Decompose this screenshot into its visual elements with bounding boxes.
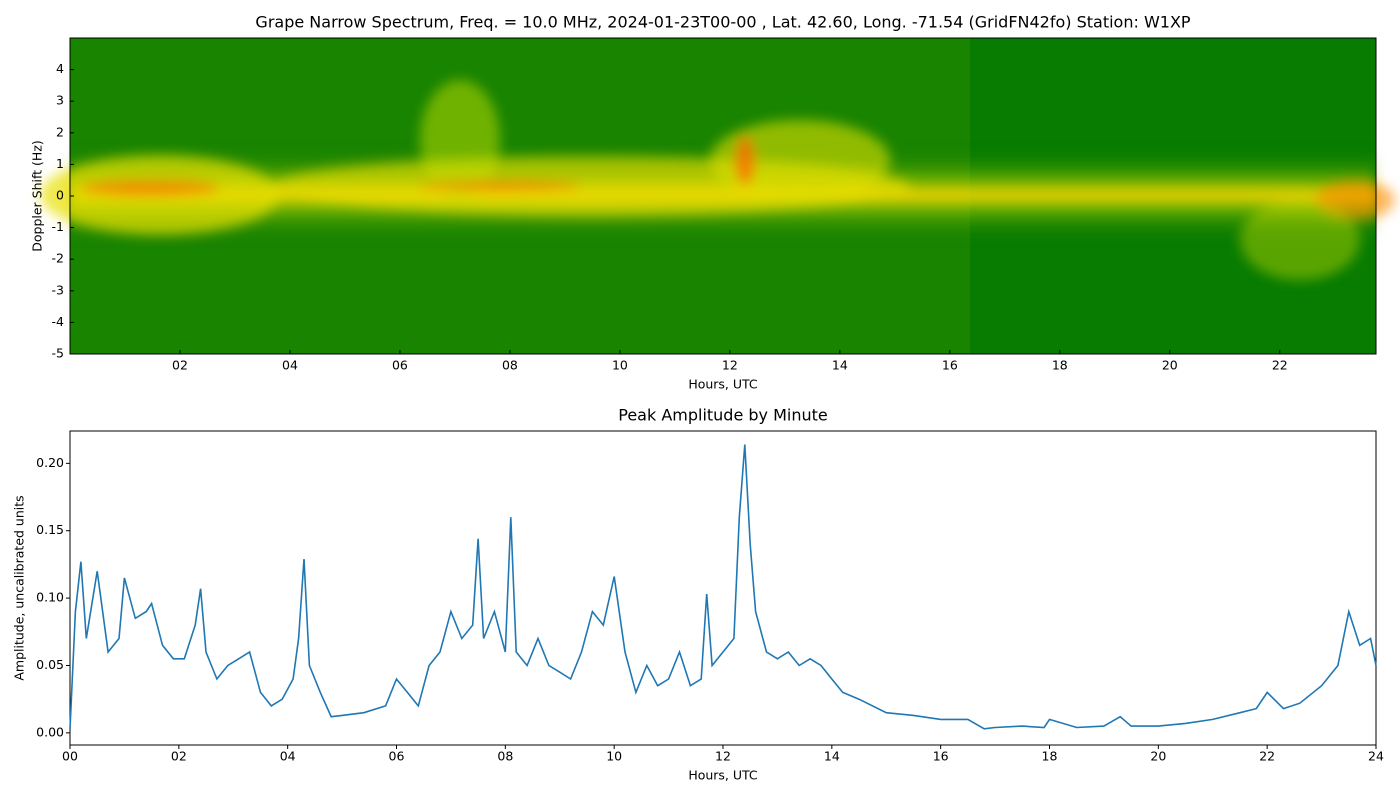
x-tick-label: 12 <box>722 358 738 373</box>
x-tick-label: 18 <box>1042 749 1058 764</box>
chart-title: Grape Narrow Spectrum, Freq. = 10.0 MHz,… <box>255 13 1191 32</box>
x-tick-label: 14 <box>832 358 848 373</box>
y-tick-label: -2 <box>52 251 64 266</box>
x-axis-label: Hours, UTC <box>688 768 758 783</box>
y-tick-label: 2 <box>56 124 64 139</box>
x-tick-label: 22 <box>1259 749 1275 764</box>
x-tick-label: 08 <box>502 358 518 373</box>
y-tick-label: 1 <box>56 156 64 171</box>
y-axis-label: Doppler Shift (Hz) <box>30 140 45 252</box>
y-tick-label: -4 <box>52 314 65 329</box>
x-tick-label: 18 <box>1052 358 1068 373</box>
y-tick-label: -3 <box>52 282 64 297</box>
x-tick-label: 08 <box>497 749 513 764</box>
y-tick-label: 0 <box>56 188 64 203</box>
x-tick-label: 20 <box>1150 749 1166 764</box>
x-tick-label: 04 <box>280 749 296 764</box>
y-tick-label: 3 <box>56 93 64 108</box>
x-tick-label: 20 <box>1162 358 1178 373</box>
amplitude-line <box>69 444 1377 730</box>
spectrogram-image <box>40 38 1395 354</box>
x-tick-label: 16 <box>942 358 958 373</box>
x-tick-label: 10 <box>612 358 628 373</box>
y-tick-label: -1 <box>52 219 64 234</box>
x-tick-label: 02 <box>172 358 188 373</box>
x-tick-label: 14 <box>824 749 840 764</box>
y-tick-label: 0.05 <box>36 657 64 672</box>
x-axis-label: Hours, UTC <box>688 377 758 392</box>
y-axis-label: Amplitude, uncalibrated units <box>12 495 27 680</box>
y-tick-label: 0.00 <box>36 724 64 739</box>
x-tick-label: 12 <box>715 749 731 764</box>
y-tick-label: 0.10 <box>36 590 64 605</box>
y-tick-label: 4 <box>56 61 64 76</box>
x-tick-label: 22 <box>1272 358 1288 373</box>
chart-title: Peak Amplitude by Minute <box>618 406 828 425</box>
y-tick-label: 0.20 <box>36 455 64 470</box>
x-tick-label: 06 <box>392 358 408 373</box>
x-tick-label: 10 <box>606 749 622 764</box>
x-tick-label: 16 <box>933 749 949 764</box>
x-tick-label: 02 <box>171 749 187 764</box>
y-tick-label: -5 <box>52 346 64 361</box>
x-tick-label: 06 <box>389 749 405 764</box>
x-tick-label: 04 <box>282 358 298 373</box>
y-tick-label: 0.15 <box>36 522 64 537</box>
x-tick-label: 00 <box>62 749 78 764</box>
x-tick-label: 24 <box>1368 749 1384 764</box>
